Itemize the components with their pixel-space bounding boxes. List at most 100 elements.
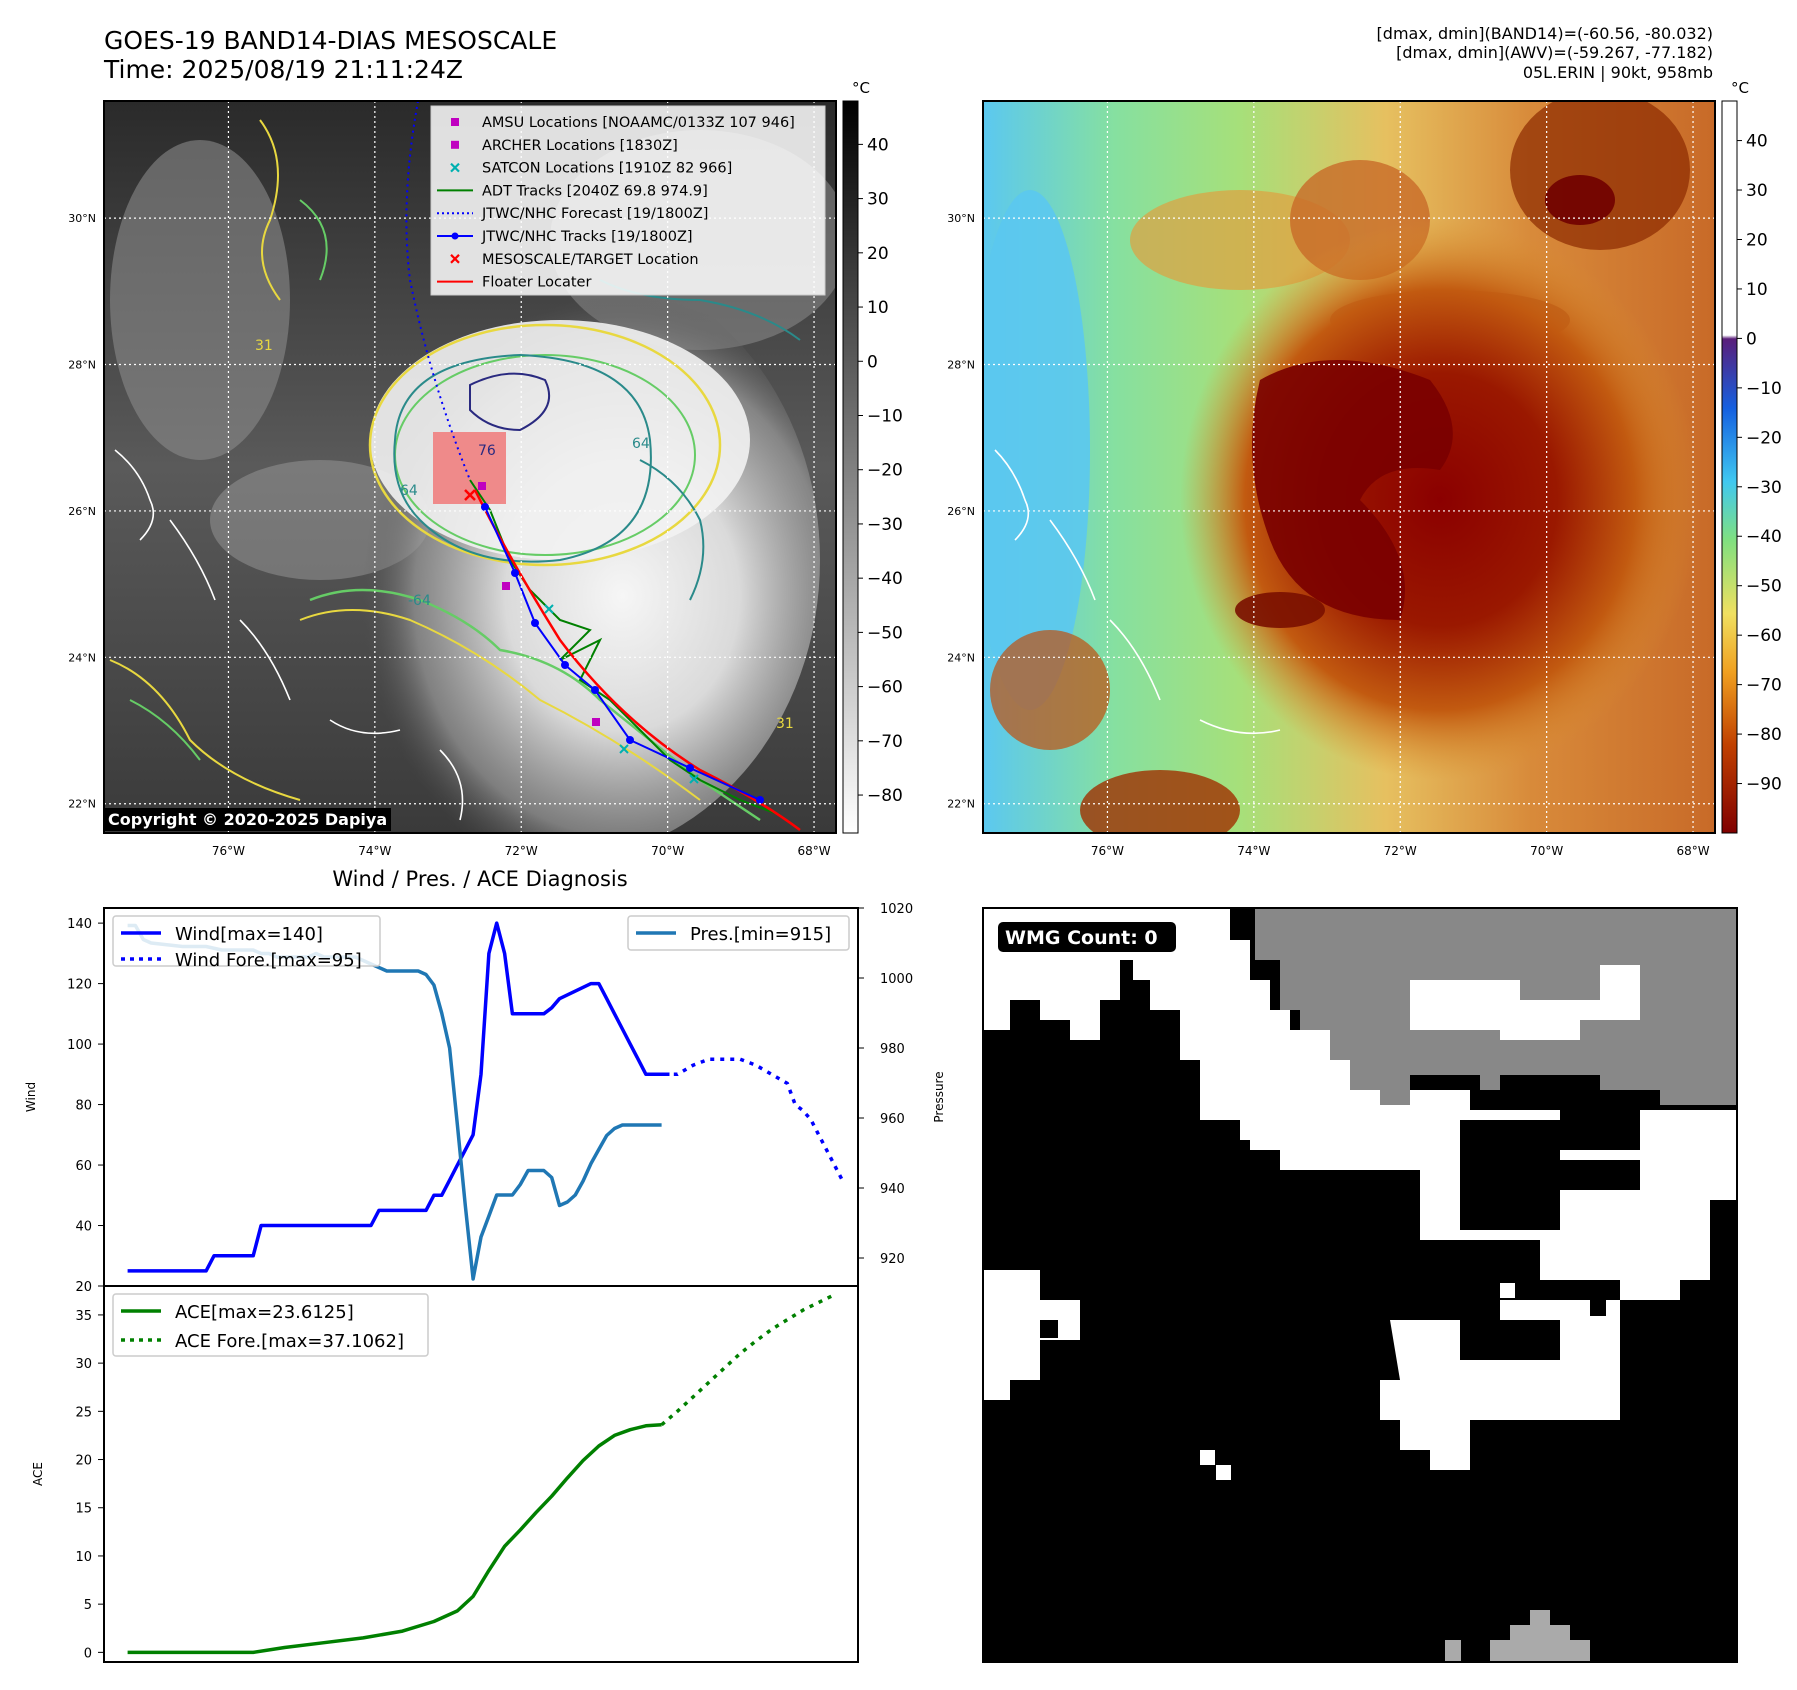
contour-label: 64 [400,483,418,499]
colorbar-tick-label: −70 [867,732,903,752]
copyright-label: Copyright © 2020-2025 Dapiya [104,808,392,831]
y2-tick-label: 920 [880,1252,905,1267]
map-lat-label: 30°N [68,212,96,225]
ir-map-panel: 64 76 64 -64 31 31 76°W 74°W 72°W 70°W 68°W 3… [68,100,837,858]
colorbar-tick-label: −10 [867,406,903,426]
mesoscale-target-box [433,432,506,504]
colorbar-tick-label: −30 [867,515,903,535]
map-legend-item: Floater Locater [482,275,591,291]
colorbar-tick-label: 20 [1746,230,1768,250]
map-lat-label: 26°N [68,505,96,518]
map-lat-label: 26°N [947,505,975,518]
ace-axis-ticks: 0 5 10 15 20 25 30 35 [75,1309,104,1661]
map-lon-label: 70°W [651,844,684,858]
colorbar-tick-label: −80 [867,786,903,806]
colorbar-tick-label: −20 [867,461,903,481]
map-lon-label: 70°W [1530,844,1563,858]
awv-map-frame [982,100,1716,834]
y-tick-label: 35 [75,1309,92,1324]
y-tick-label: 20 [75,1280,92,1295]
awv-colorbar-bar [1721,100,1738,834]
awv-colorbar-unit: °C [1731,79,1749,97]
map-legend-item: ARCHER Locations [1830Z] [482,138,678,154]
awv-storm-core [1180,220,1700,780]
map-lon-label: 74°W [1237,844,1270,858]
series-line [653,1057,844,1182]
y-tick-label: 0 [84,1646,92,1661]
y-tick-label: 5 [84,1598,92,1613]
wmg-panel: WMG Count: 0 [982,907,1738,1663]
map-lat-label: 22°N [68,798,96,811]
ace-series [127,1293,836,1655]
colorbar-tick-label: 0 [867,352,878,372]
contour-label: 76 [478,443,496,459]
colorbar-tick-label: −60 [1746,626,1782,646]
ace-legend-label: ACE[max=23.6125] [175,1302,354,1323]
colorbar-tick-label: −20 [1746,428,1782,448]
ir-map-frame [103,100,837,834]
jtwc-track-points [481,503,764,804]
colorbar-tick-label: 40 [1746,132,1768,152]
y-tick-label: 60 [75,1159,92,1174]
map-legend-item: MESOSCALE/TARGET Location [482,252,699,268]
y2-tick-label: 1000 [880,972,913,987]
wmg-count-badge: WMG Count: 0 [1005,927,1158,949]
contour-label: 64 [632,436,650,452]
map-lat-label: 24°N [68,651,96,664]
map-lat-label: 30°N [947,212,975,225]
colorbar-tick-label: −50 [867,623,903,643]
wind-legend-label: Wind[max=140] [175,924,323,945]
y-tick-label: 120 [67,978,92,993]
map-legend-item: ADT Tracks [2040Z 69.8 974.9] [482,183,708,199]
y2-tick-label: 940 [880,1182,905,1197]
map-lat-label: 24°N [947,651,975,664]
wmg-white-regions [983,908,1737,1480]
figure-title-line2: Time: 2025/08/19 21:11:24Z [104,55,463,84]
wind-legend: Wind[max=140] Wind Fore.[max=95] [112,915,381,971]
ace-axis-label: ACE [31,1462,45,1486]
wind-pressure-plot-frame [103,907,859,1287]
y-tick-label: 10 [75,1550,92,1565]
amsu-markers [478,482,600,726]
y2-tick-label: 960 [880,1112,905,1127]
map-lon-label: 72°W [505,844,538,858]
info-line2: [dmax, dmin](AWV)=(-59.267, -77.182) [1396,43,1713,62]
diagnosis-chart-title: Wind / Pres. / ACE Diagnosis [332,867,627,891]
satcon-markers [544,604,699,784]
map-lon-label: 68°W [797,844,830,858]
y-tick-label: 20 [75,1454,92,1469]
y-tick-label: 80 [75,1099,92,1114]
ir-colorbar: °C 40 30 20 10 0 −10 −20 −30 −40 −50 −60 −70 −80 [842,79,903,834]
colorbar-tick-label: 0 [1746,329,1757,349]
ace-legend: ACE[max=23.6125] ACE Fore.[max=37.1062] [112,1293,429,1357]
colorbar-tick-label: −90 [1746,775,1782,795]
y-tick-label: 140 [67,917,92,932]
map-lon-label: 72°W [1384,844,1417,858]
map-lat-label: 28°N [68,359,96,372]
y-tick-label: 15 [75,1502,92,1517]
awv-gridlines [983,101,1715,833]
contour-label: -64 [408,593,431,609]
colorbar-tick-label: −70 [1746,676,1782,696]
contour-label: 31 [776,716,794,732]
colorbar-tick-label: −60 [867,678,903,698]
map-legend-item: AMSU Locations [NOAAMC/0133Z 107 946] [482,115,795,131]
colorbar-tick-label: −40 [1746,527,1782,547]
map-legend-box [430,105,826,296]
pressure-axis-ticks: 920 940 960 980 1000 1020 [858,902,913,1267]
colorbar-tick-label: 30 [1746,181,1768,201]
ir-colorbar-bar [842,100,859,834]
awv-axis-labels: 76°W 74°W 72°W 70°W 68°W 30°N 28°N 26°N 24°N 22°N [947,212,1709,858]
wind-axis-ticks: 20 40 60 80 100 120 140 [67,917,104,1295]
diagnosis-chart: Wind / Pres. / ACE Diagnosis Wind Pressu… [24,867,946,1663]
colorbar-tick-label: −80 [1746,725,1782,745]
series-line [127,921,670,1273]
colorbar-tick-label: 30 [867,190,889,210]
ace-forecast-legend-label: ACE Fore.[max=37.1062] [175,1331,404,1352]
contour-label: 31 [255,338,273,354]
y-tick-label: 30 [75,1357,92,1372]
colorbar-tick-label: 10 [867,298,889,318]
colorbar-tick-label: −50 [1746,577,1782,597]
awv-colorbar: °C 40 30 20 10 0 −10 −20 −30 −40 −50 −60 −70 −80 −90 [1721,79,1782,834]
